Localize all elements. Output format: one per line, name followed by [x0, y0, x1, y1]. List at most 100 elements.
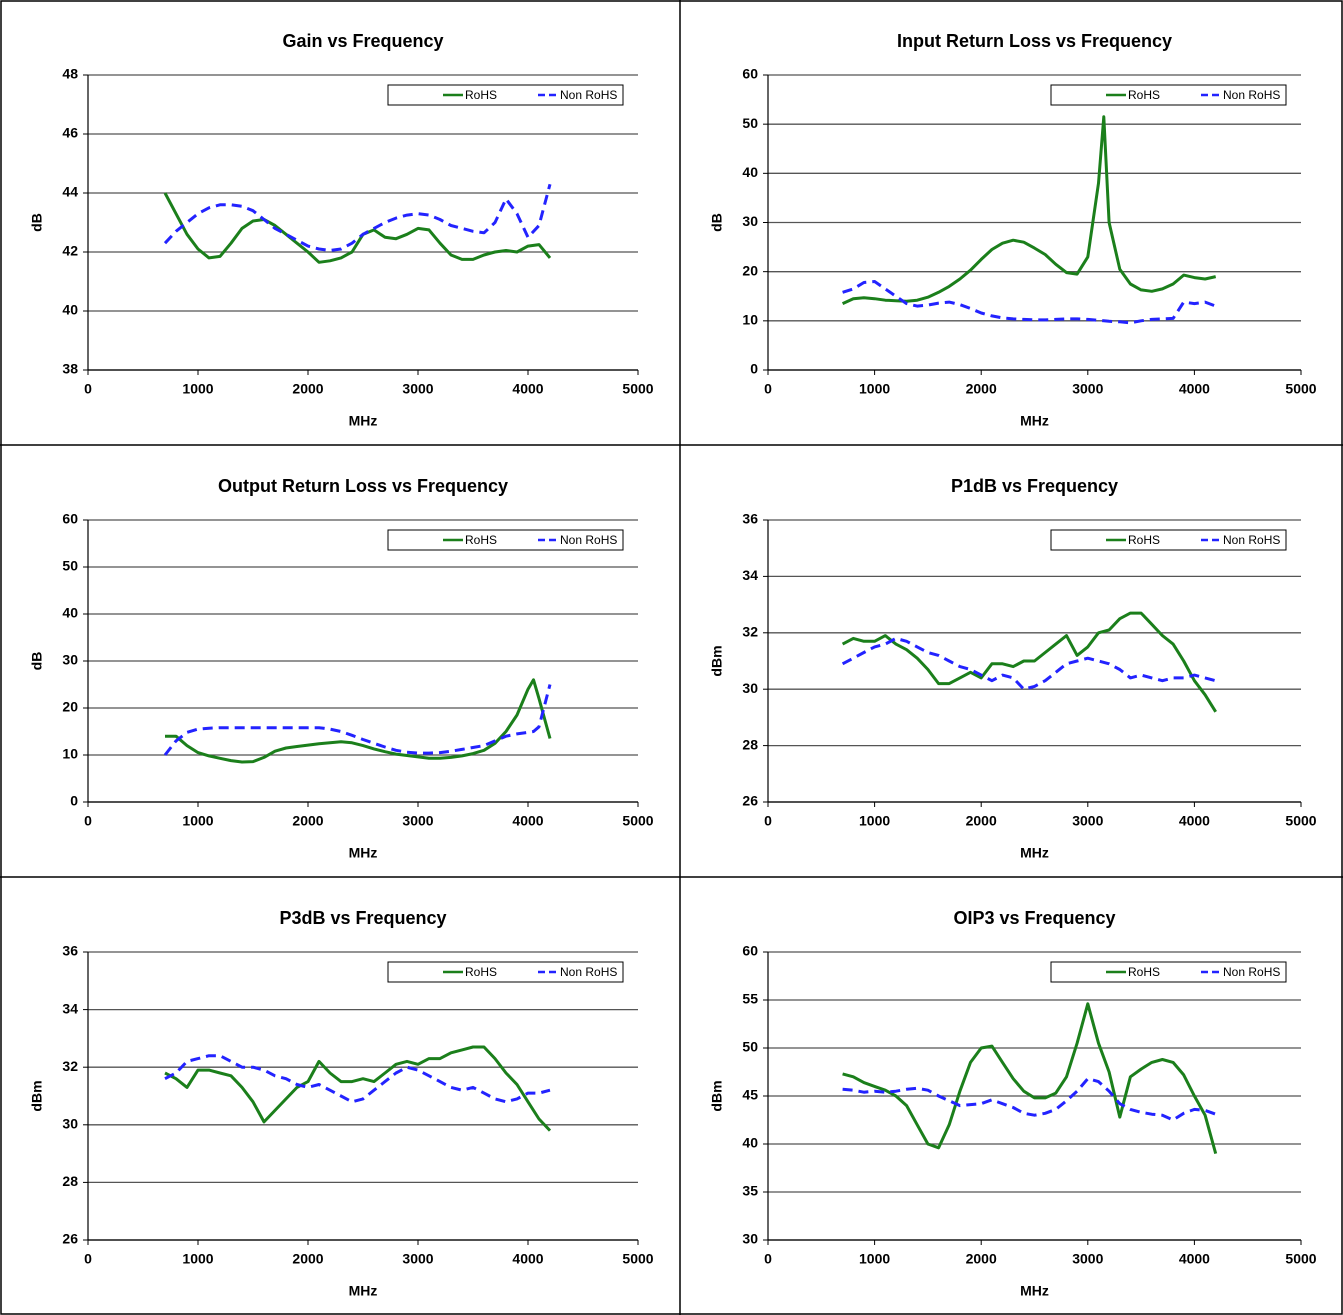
y-axis-label: dB — [709, 213, 725, 232]
x-tick-label: 2000 — [966, 381, 997, 397]
x-tick-label: 5000 — [622, 813, 653, 829]
series-line — [841, 636, 1217, 691]
y-tick-label: 10 — [62, 746, 78, 762]
x-tick-label: 1000 — [859, 381, 890, 397]
x-tick-label: 1000 — [182, 1251, 213, 1267]
legend-box — [1050, 961, 1287, 983]
y-tick-label: 26 — [62, 1231, 78, 1247]
x-tick-label: 0 — [764, 813, 772, 829]
x-axis-label: MHz — [349, 1283, 378, 1299]
x-axis-label: MHz — [349, 845, 378, 861]
chart: P1dB vs Frequency 26 28 30 32 34 36 0 1000 2000 30… — [709, 476, 1317, 861]
x-tick-label: 1000 — [182, 381, 213, 397]
legend-box — [387, 529, 624, 551]
legend-label: Non RoHS — [1223, 533, 1280, 547]
chart-title: P1dB vs Frequency — [951, 476, 1118, 496]
x-tick-label: 4000 — [512, 1251, 543, 1267]
y-tick-label: 50 — [62, 558, 78, 574]
series-line — [841, 115, 1217, 305]
y-tick-label: 30 — [62, 1116, 78, 1132]
chart-title: Output Return Loss vs Frequency — [218, 476, 508, 496]
x-tick-label: 1000 — [859, 813, 890, 829]
legend-label: RoHS — [465, 965, 497, 979]
y-axis-label: dBm — [29, 1080, 45, 1111]
y-tick-label: 30 — [742, 1231, 758, 1247]
y-tick-label: 50 — [742, 1039, 758, 1055]
legend-box — [1050, 529, 1287, 551]
y-tick-label: 28 — [742, 736, 758, 752]
legend-box — [387, 84, 624, 106]
x-tick-label: 3000 — [1072, 1251, 1103, 1267]
y-tick-label: 0 — [750, 361, 758, 377]
legend-label: RoHS — [465, 533, 497, 547]
y-tick-label: 30 — [62, 652, 78, 668]
series-line — [164, 1045, 552, 1132]
legend-label: RoHS — [1128, 965, 1160, 979]
series-line — [163, 684, 552, 756]
y-tick-label: 32 — [62, 1058, 78, 1074]
chart: Input Return Loss vs Frequency 0 10 20 30 40 5… — [709, 31, 1317, 429]
x-tick-label: 3000 — [402, 1251, 433, 1267]
y-axis-label: dB — [29, 213, 45, 232]
y-tick-label: 60 — [742, 66, 758, 82]
y-tick-label: 20 — [742, 262, 758, 278]
x-tick-label: 1000 — [859, 1251, 890, 1267]
y-tick-label: 60 — [742, 943, 758, 959]
y-tick-label: 35 — [742, 1183, 758, 1199]
x-tick-label: 5000 — [1285, 381, 1316, 397]
series-line — [842, 280, 1217, 325]
x-tick-label: 4000 — [1179, 1251, 1210, 1267]
y-tick-label: 30 — [742, 680, 758, 696]
legend-label: Non RoHS — [560, 965, 617, 979]
series-line — [841, 611, 1217, 713]
chart-title: Input Return Loss vs Frequency — [897, 31, 1172, 51]
y-tick-label: 34 — [62, 1000, 78, 1016]
x-tick-label: 4000 — [1179, 381, 1210, 397]
y-tick-label: 50 — [742, 115, 758, 131]
y-tick-label: 10 — [742, 312, 758, 328]
x-tick-label: 4000 — [512, 813, 543, 829]
y-tick-label: 20 — [62, 699, 78, 715]
y-tick-label: 40 — [62, 302, 78, 318]
chart: Output Return Loss vs Frequency 0 10 20 30 40… — [29, 476, 654, 861]
x-tick-label: 2000 — [966, 813, 997, 829]
y-tick-label: 40 — [62, 605, 78, 621]
y-tick-label: 34 — [742, 567, 758, 583]
legend-box — [1050, 84, 1287, 106]
x-tick-label: 1000 — [182, 813, 213, 829]
x-tick-label: 3000 — [1072, 813, 1103, 829]
y-tick-label: 40 — [742, 1135, 758, 1151]
series-line — [163, 192, 552, 264]
legend-label: Non RoHS — [1223, 88, 1280, 102]
x-axis-label: MHz — [349, 413, 378, 429]
legend-box — [387, 961, 624, 983]
y-tick-label: 32 — [742, 624, 758, 640]
y-tick-label: 45 — [742, 1087, 758, 1103]
legend-label: RoHS — [1128, 88, 1160, 102]
legend-label: RoHS — [465, 88, 497, 102]
legend-label: RoHS — [1128, 533, 1160, 547]
chart-title: OIP3 vs Frequency — [953, 908, 1115, 928]
x-tick-label: 0 — [764, 381, 772, 397]
series-line — [163, 183, 552, 252]
x-tick-label: 0 — [84, 381, 92, 397]
x-tick-label: 2000 — [292, 1251, 323, 1267]
y-tick-label: 0 — [70, 793, 78, 809]
y-tick-label: 36 — [62, 943, 78, 959]
y-tick-label: 40 — [742, 164, 758, 180]
series-line — [842, 1077, 1217, 1122]
x-tick-label: 0 — [764, 1251, 772, 1267]
legend-label: Non RoHS — [1223, 965, 1280, 979]
x-tick-label: 0 — [84, 1251, 92, 1267]
chart: P3dB vs Frequency 26 28 30 32 34 36 0 1000 2000 30… — [29, 908, 654, 1299]
y-tick-label: 42 — [62, 243, 78, 259]
x-tick-label: 5000 — [1285, 1251, 1316, 1267]
y-tick-label: 48 — [62, 66, 78, 82]
x-tick-label: 4000 — [512, 381, 543, 397]
y-tick-label: 60 — [62, 511, 78, 527]
y-tick-label: 55 — [742, 991, 758, 1007]
x-tick-label: 2000 — [966, 1251, 997, 1267]
y-tick-label: 30 — [742, 213, 758, 229]
